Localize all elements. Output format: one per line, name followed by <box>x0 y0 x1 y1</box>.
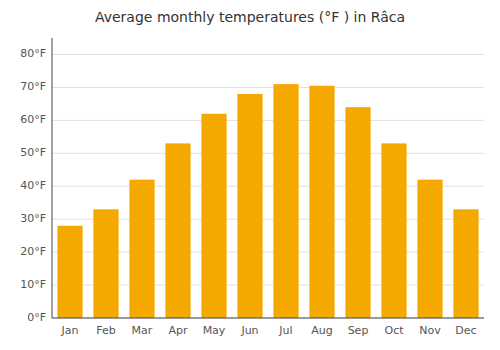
bar <box>201 114 226 318</box>
y-axis-ticks: 0°F 10°F 20°F 30°F 40°F 50°F 60°F 70°F 80°F <box>20 47 46 324</box>
y-tick-label: 30°F <box>20 212 46 225</box>
y-axis-line <box>52 38 53 318</box>
x-tick-label: Aug <box>311 324 332 337</box>
y-tick-label: 70°F <box>20 80 46 93</box>
bar <box>417 180 442 318</box>
x-tick-label: Dec <box>455 324 476 337</box>
bar <box>273 84 298 318</box>
grid-line <box>52 120 484 121</box>
grid-line <box>52 54 484 55</box>
x-tick-label: Oct <box>384 324 404 337</box>
grid-line <box>52 87 484 88</box>
grid <box>52 54 484 318</box>
y-tick-label: 10°F <box>20 278 46 291</box>
bar <box>129 180 154 318</box>
page: {"chart_data": {"type": "bar", "title": … <box>0 0 500 350</box>
x-axis-ticks: Jan Feb Mar Apr May Jun Jul Aug Sep Oct Nov Dec <box>61 324 477 337</box>
x-tick-label: Jul <box>278 324 292 337</box>
bar <box>93 209 118 318</box>
x-tick-label: Mar <box>132 324 153 337</box>
grid-line <box>52 153 484 154</box>
bar <box>237 94 262 318</box>
chart-svg: 0°F 10°F 20°F 30°F 40°F 50°F 60°F 70°F 80°F Jan Fe… <box>0 0 500 350</box>
bar <box>453 209 478 318</box>
chart-container: 0°F 10°F 20°F 30°F 40°F 50°F 60°F 70°F 80°F Jan Fe… <box>0 0 500 350</box>
x-axis-line <box>52 318 484 319</box>
x-tick-label: May <box>203 324 226 337</box>
bar <box>381 143 406 318</box>
y-tick-label: 0°F <box>27 311 46 324</box>
grid-line <box>52 318 484 319</box>
bars <box>57 84 478 318</box>
bar <box>309 86 334 318</box>
bar <box>345 107 370 318</box>
bar <box>165 143 190 318</box>
title: Average monthly temperatures (°F ) in Râ… <box>95 9 405 25</box>
y-tick-label: 40°F <box>20 179 46 192</box>
x-tick-label: Nov <box>419 324 441 337</box>
x-tick-label: Feb <box>96 324 115 337</box>
x-tick-label: Sep <box>348 324 369 337</box>
x-tick-label: Apr <box>168 324 188 337</box>
x-tick-label: Jun <box>240 324 258 337</box>
y-tick-label: 60°F <box>20 113 46 126</box>
bar <box>57 226 82 318</box>
y-tick-label: 50°F <box>20 146 46 159</box>
x-tick-label: Jan <box>61 324 79 337</box>
y-tick-label: 80°F <box>20 47 46 60</box>
y-tick-label: 20°F <box>20 245 46 258</box>
